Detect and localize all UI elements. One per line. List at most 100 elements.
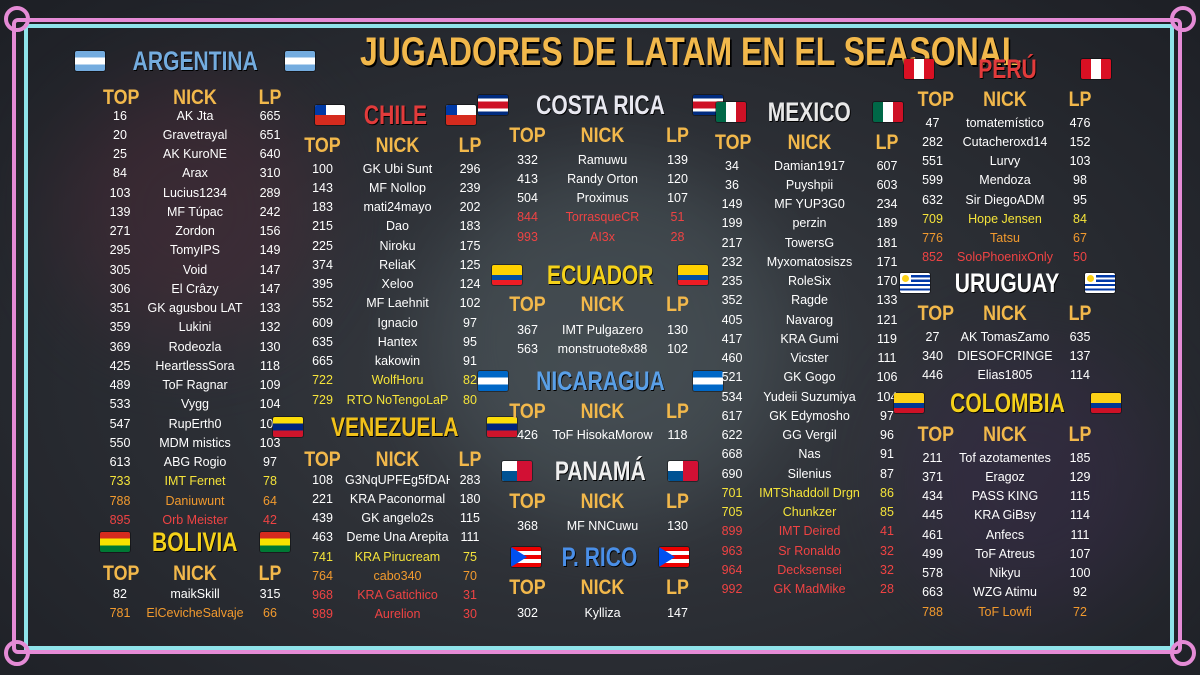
rank-cell: 764 xyxy=(312,568,333,583)
rank-cell: 461 xyxy=(922,527,943,542)
nick-cell: KRA GiBsy xyxy=(974,508,1036,523)
rank-cell: 351 xyxy=(109,301,131,316)
lp-cell: 147 xyxy=(259,281,281,296)
frame-corner-ornament xyxy=(1170,6,1196,32)
col-top: TOP xyxy=(509,490,546,513)
country-name: ARGENTINA xyxy=(132,45,258,76)
rank-cell: 302 xyxy=(517,605,538,620)
lp-cell: 67 xyxy=(1073,231,1087,246)
rank-cell: 844 xyxy=(517,210,538,225)
nick-cell: maikSkill xyxy=(170,586,220,601)
table-row: 729 RTO NoTengoLaP 80 xyxy=(300,390,490,409)
lp-cell: 603 xyxy=(876,177,898,192)
rank-cell: 235 xyxy=(721,274,743,289)
table-row: 665 kakowin 91 xyxy=(300,352,490,371)
lp-cell: 132 xyxy=(259,320,281,335)
country-name: URUGUAY xyxy=(955,267,1060,298)
nick-cell: Void xyxy=(182,262,208,277)
rank-cell: 446 xyxy=(922,368,943,383)
table-row: 183 mati24mayo 202 xyxy=(300,198,490,217)
table-row: 199 perzin 189 xyxy=(712,214,907,233)
table-header: TOP NICK LP xyxy=(505,400,700,424)
table-row: 439 GK angelo2s 115 xyxy=(300,509,490,528)
col-lp: LP xyxy=(458,134,482,157)
lp-cell: 111 xyxy=(1070,527,1090,542)
lp-cell: 180 xyxy=(459,491,481,506)
lp-cell: 103 xyxy=(259,435,281,450)
table-row: 705 Chunkzer 85 xyxy=(712,503,907,522)
table-colombia: 211 Tof azotamentes 185 371 Eragoz 129 434 PASS… xyxy=(915,448,1100,621)
rank-cell: 521 xyxy=(721,370,743,385)
table-row: 463 Deme Una Arepita 111 xyxy=(300,528,490,547)
table-row: 352 Ragde 133 xyxy=(712,291,907,310)
table-header: TOP NICK LP xyxy=(300,448,490,472)
country-header-venezuela: VENEZUELA xyxy=(273,410,517,444)
country-header-argentina: ARGENTINA xyxy=(74,44,316,78)
lp-cell: 66 xyxy=(263,605,277,620)
nick-cell: Randy Orton xyxy=(567,171,638,186)
lp-cell: 315 xyxy=(259,586,281,601)
nick-cell: Hope Jensen xyxy=(968,211,1042,226)
table-row: 34 Damian1917 607 xyxy=(712,156,907,175)
lp-cell: 28 xyxy=(670,229,685,244)
rank-cell: 183 xyxy=(312,200,333,215)
rank-cell: 305 xyxy=(109,262,131,277)
frame-corner-ornament xyxy=(4,6,30,32)
table-row: 434 PASS KING 115 xyxy=(915,487,1100,506)
lp-cell: 51 xyxy=(670,210,685,225)
col-nick: NICK xyxy=(580,124,625,147)
rank-cell: 533 xyxy=(109,397,131,412)
table-row: 426 ToF HisokaMorow 118 xyxy=(505,425,700,444)
lp-cell: 156 xyxy=(259,224,281,239)
table-header: TOP NICK LP xyxy=(505,124,700,148)
nick-cell: Proximus xyxy=(576,191,629,206)
lp-cell: 118 xyxy=(260,358,280,373)
costarica-flag-icon xyxy=(692,95,723,115)
table-ecuador: 367 IMT Pulgazero 130 563 monstruote8x88 102 xyxy=(505,320,700,359)
lp-cell: 102 xyxy=(667,341,688,356)
rank-cell: 781 xyxy=(109,605,131,620)
rank-cell: 225 xyxy=(312,238,333,253)
rank-cell: 550 xyxy=(109,435,131,450)
table-row: 899 IMT Deired 41 xyxy=(712,522,907,541)
rank-cell: 578 xyxy=(922,566,943,581)
nick-cell: KRA Pirucream xyxy=(354,549,441,564)
nick-cell: Tof azotamentes xyxy=(959,450,1051,465)
lp-cell: 64 xyxy=(263,493,277,508)
nick-cell: Sr Ronaldo xyxy=(778,543,841,558)
chile-flag-icon xyxy=(445,105,476,125)
ecuador-flag-icon xyxy=(678,265,709,285)
nick-cell: GG Vergil xyxy=(782,428,837,443)
rank-cell: 445 xyxy=(922,508,943,523)
nick-cell: Daniuwunt xyxy=(165,493,225,508)
table-row: 690 Silenius 87 xyxy=(712,464,907,483)
table-prico: 302 Kylliza 147 xyxy=(505,603,700,622)
table-row: 27 AK TomasZamo 635 xyxy=(915,327,1100,346)
rank-cell: 788 xyxy=(109,493,131,508)
lp-cell: 72 xyxy=(1073,604,1087,619)
table-row: 340 DIESOFCRINGE 137 xyxy=(915,346,1100,365)
uruguay-flag-icon xyxy=(900,273,931,293)
rank-cell: 36 xyxy=(725,177,739,192)
country-header-panama: PANAMÁ xyxy=(501,454,699,488)
nick-cell: TomyIPS xyxy=(169,243,220,258)
lp-cell: 139 xyxy=(667,152,688,167)
table-row: 764 cabo340 70 xyxy=(300,566,490,585)
table-row: 617 GK Edymosho 97 xyxy=(712,406,907,425)
table-row: 395 Xeloo 124 xyxy=(300,275,490,294)
lp-cell: 147 xyxy=(259,262,281,277)
nick-cell: Anfecs xyxy=(985,527,1025,542)
table-row: 613 ABG Rogio 97 xyxy=(100,453,290,472)
page-title: JUGADORES DE LATAM EN EL SEASONAL xyxy=(360,30,1022,74)
table-row: 461 Anfecs 111 xyxy=(915,525,1100,544)
rank-cell: 84 xyxy=(113,166,127,181)
rank-cell: 143 xyxy=(312,180,333,195)
nicaragua-flag-icon xyxy=(477,371,508,391)
nick-cell: Lukini xyxy=(178,320,212,335)
lp-cell: 70 xyxy=(463,568,477,583)
col-top: TOP xyxy=(509,576,546,599)
nick-cell: MF Túpac xyxy=(166,204,224,219)
country-header-chile: CHILE xyxy=(300,98,490,132)
col-lp: LP xyxy=(666,124,689,147)
rank-cell: 434 xyxy=(922,489,943,504)
